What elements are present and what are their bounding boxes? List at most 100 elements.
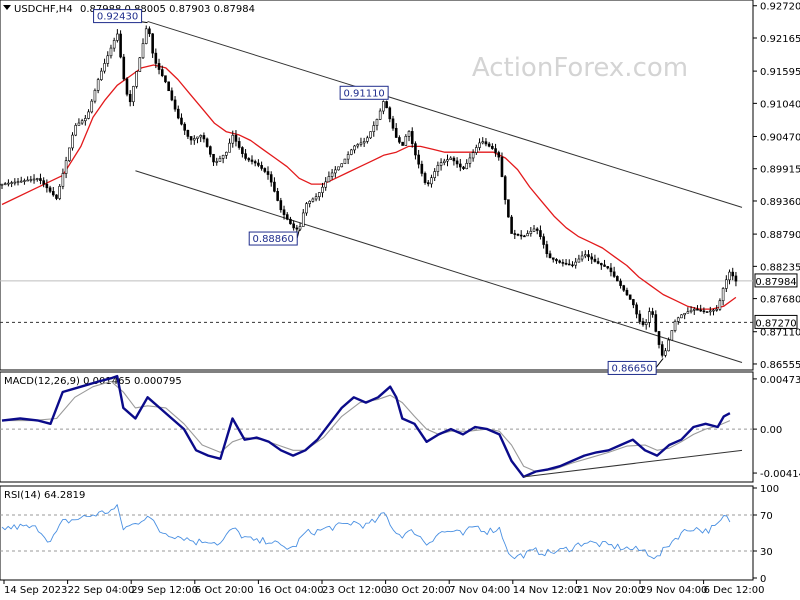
rsi-axis-tick-label: 30 — [760, 547, 773, 558]
annotation-box — [339, 85, 389, 100]
dropdown-triangle-icon[interactable] — [3, 5, 11, 10]
candle-body — [58, 185, 61, 199]
candle-body — [80, 120, 84, 124]
candle-body — [71, 134, 74, 149]
candle-body — [311, 198, 315, 202]
candle-body — [622, 285, 626, 291]
candle-body — [237, 141, 241, 148]
candle-body — [19, 180, 23, 183]
candle-body — [705, 311, 709, 313]
candle-body — [164, 75, 167, 83]
price-panel-frame — [0, 0, 754, 371]
candle-body — [308, 201, 311, 204]
rsi-axis-tick-label: 70 — [760, 511, 773, 522]
candle-body — [692, 308, 696, 311]
candle-body — [625, 289, 629, 296]
candle-body — [510, 216, 513, 234]
candle-body — [48, 187, 52, 192]
candle-body — [584, 254, 587, 257]
candle-body — [279, 200, 283, 211]
candle-body — [234, 134, 238, 142]
candle-body — [221, 155, 225, 159]
candle-body — [516, 234, 520, 236]
macd-axis-tick-label: 0.00 — [760, 425, 782, 436]
candle-body — [350, 149, 353, 155]
candle-body — [125, 78, 129, 95]
candle-body — [241, 147, 244, 154]
candle-body — [660, 344, 664, 356]
price-reference-tag — [754, 314, 798, 329]
candle-body — [468, 157, 472, 164]
candle-body — [106, 55, 110, 64]
candle-body — [128, 93, 132, 103]
candle-body — [148, 28, 151, 35]
candle-body — [225, 151, 228, 156]
candle-body — [664, 350, 667, 356]
annotation-label: 0.91110 — [343, 88, 384, 99]
candle-body — [64, 160, 68, 174]
candle-body — [644, 322, 648, 325]
candle-body — [699, 309, 702, 312]
candle-body — [132, 86, 135, 103]
candle-body — [442, 160, 446, 163]
candle-body — [51, 191, 55, 196]
candle-body — [686, 311, 690, 314]
candle-body — [465, 163, 469, 170]
candle-body — [135, 71, 138, 87]
annotation-connector — [655, 358, 664, 368]
candle-body — [491, 145, 494, 149]
price-reference-tag-label: 0.87984 — [755, 277, 796, 288]
candle-body — [513, 233, 517, 235]
candle-body — [250, 159, 254, 162]
candle-body — [721, 288, 725, 302]
candle-body — [68, 147, 71, 161]
candle-body — [212, 153, 215, 163]
candle-body — [696, 308, 699, 311]
candle-body — [683, 312, 686, 316]
candle-body — [523, 235, 526, 238]
time-axis-tick-label: 30 Oct 20:00 — [386, 585, 451, 596]
candle-body — [228, 142, 231, 153]
candle-body — [734, 275, 738, 282]
candle-body — [215, 161, 219, 163]
candle-body — [545, 244, 549, 255]
candle-body — [103, 63, 106, 72]
price-axis-tick-label: 0.92720 — [760, 2, 800, 13]
candle-body — [728, 271, 731, 281]
candle-body — [641, 321, 645, 325]
candle-body — [273, 181, 276, 192]
annotation-box — [93, 9, 143, 24]
candle-body — [356, 144, 360, 147]
candle-body — [410, 131, 414, 144]
candle-body — [7, 182, 10, 185]
candle-body — [84, 118, 87, 122]
candle-body — [388, 107, 392, 120]
candle-body — [542, 236, 545, 245]
candle-body — [93, 90, 97, 102]
candle-body — [452, 157, 456, 162]
time-axis-tick-label: 7 Nov 04:00 — [449, 585, 510, 596]
rsi-axis-tick-label: 100 — [760, 484, 779, 495]
watermark-text: ActionForex.com — [472, 53, 688, 83]
candle-body — [430, 177, 433, 185]
time-axis-tick-label: 21 Nov 20:00 — [576, 585, 643, 596]
candle-body — [292, 223, 295, 229]
candle-body — [638, 313, 642, 322]
candle-body — [507, 199, 510, 218]
candle-body — [596, 261, 600, 264]
candle-body — [551, 257, 555, 260]
candle-body — [170, 90, 174, 101]
candle-body — [731, 271, 735, 277]
candle-body — [119, 33, 122, 58]
candle-body — [330, 172, 334, 177]
candle-body — [276, 191, 279, 201]
symbol-label: USDCHF,H4 — [14, 4, 73, 15]
candle-body — [218, 158, 222, 162]
channel-lower-line — [135, 170, 743, 363]
candle-body — [42, 180, 45, 185]
candle-body — [45, 183, 49, 189]
candle-body — [327, 176, 331, 183]
candle-body — [564, 262, 568, 265]
candle-body — [55, 194, 58, 199]
price-axis-tick-label: 0.88790 — [760, 230, 800, 241]
